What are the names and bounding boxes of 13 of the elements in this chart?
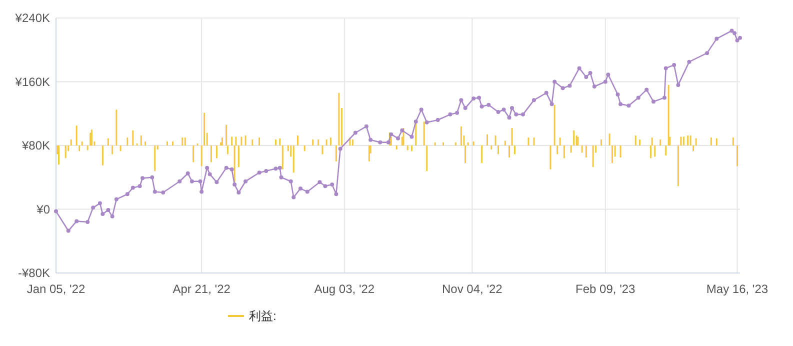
y-tick-label: ¥160K (14, 74, 50, 89)
x-tick-label: Feb 09, '23 (576, 282, 636, 296)
x-tick-label: Aug 03, '22 (314, 282, 375, 296)
y-tick-label: ¥240K (14, 11, 50, 25)
x-tick-label: Nov 04, '22 (442, 282, 503, 296)
legend: 利益: (228, 309, 276, 323)
y-tick-label: ¥80K (20, 138, 50, 152)
x-tick-label: Jan 05, '22 (26, 282, 86, 296)
legend-label: 利益: (249, 309, 276, 323)
y-tick-label: -¥80K (18, 266, 50, 280)
y-tick-label: ¥0 (36, 202, 50, 216)
x-tick-label: Apr 21, '22 (172, 282, 231, 296)
x-tick-label: May 16, '23 (706, 282, 768, 296)
